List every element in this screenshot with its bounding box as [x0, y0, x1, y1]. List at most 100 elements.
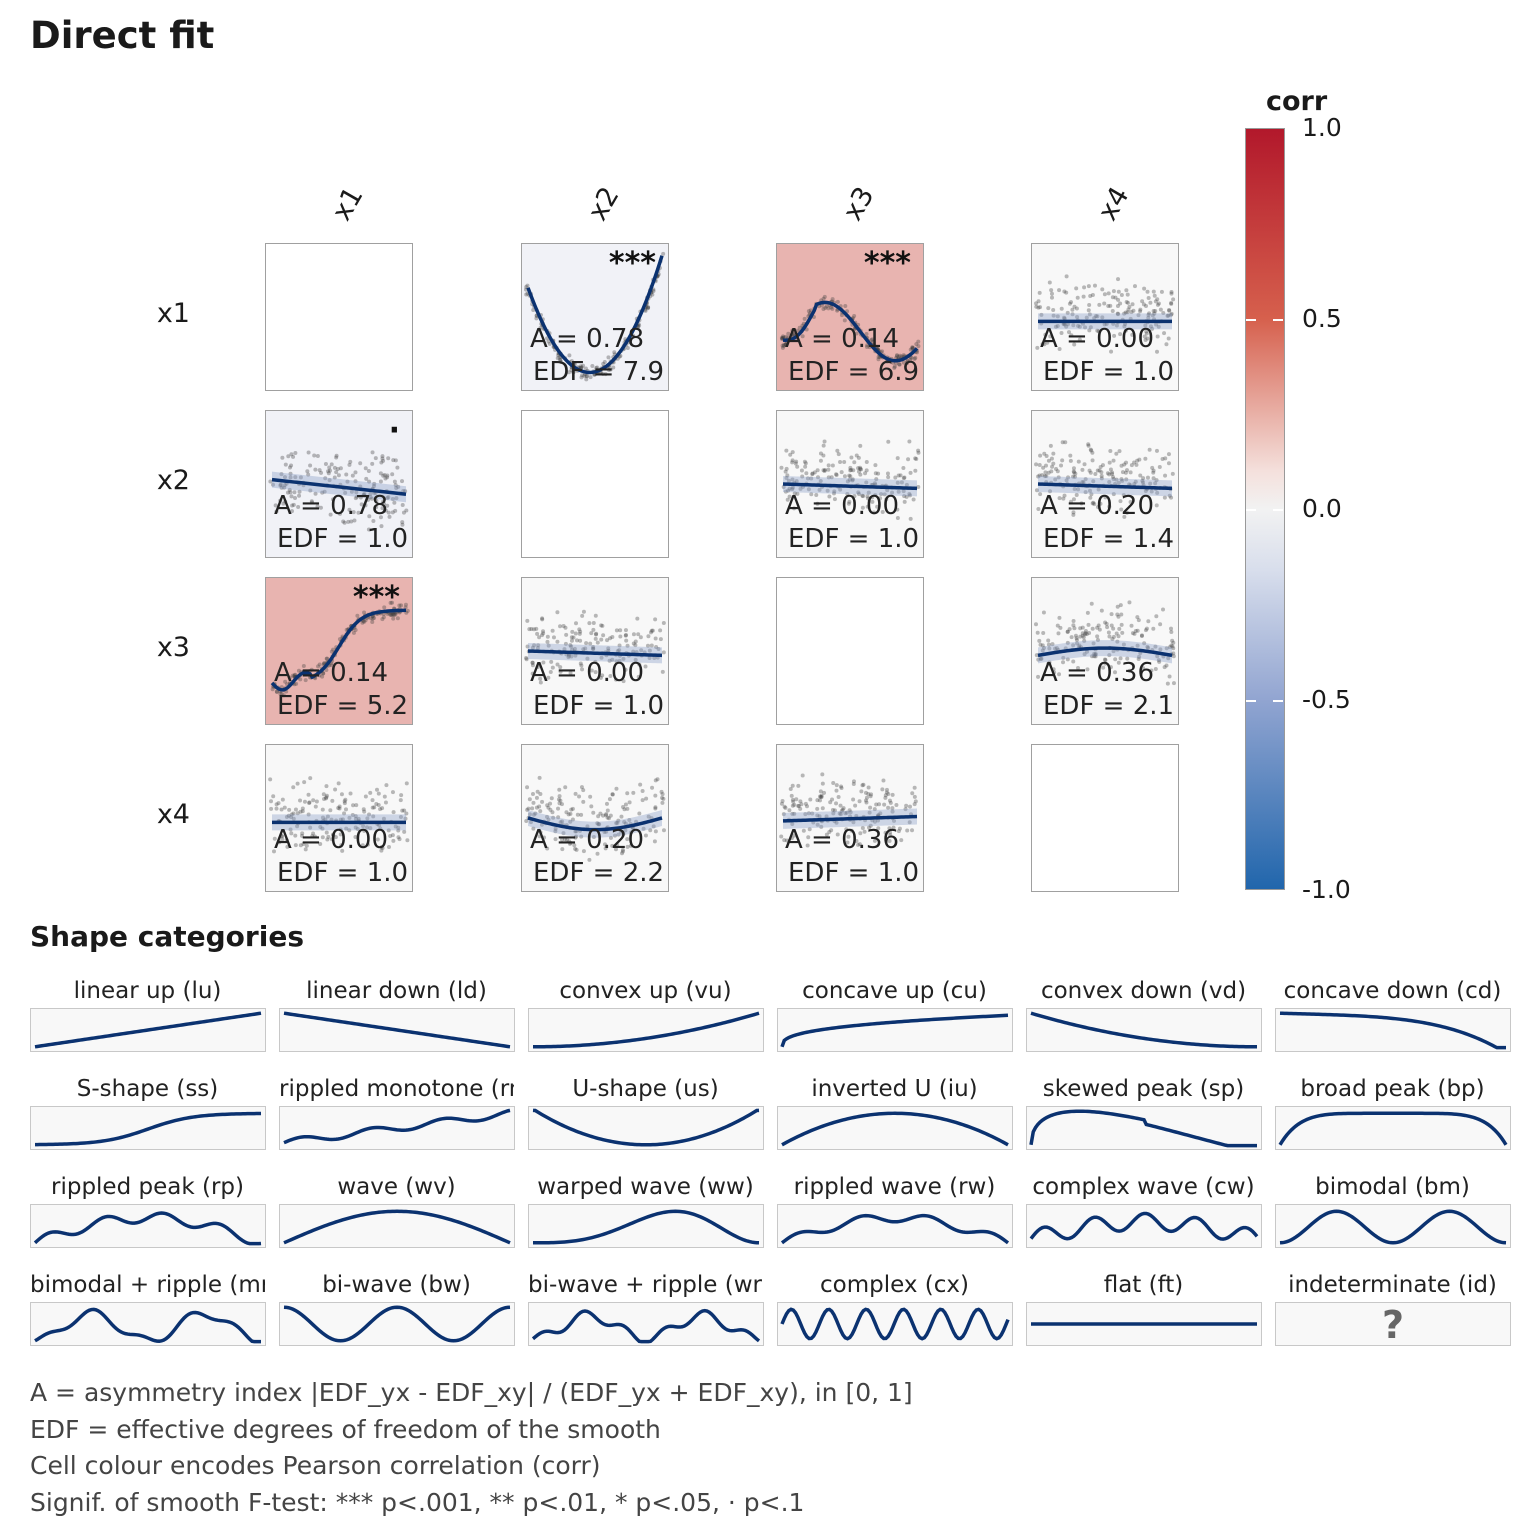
- shape-curve: [1278, 1111, 1508, 1146]
- data-point: [394, 485, 399, 490]
- data-point: [1118, 499, 1123, 504]
- data-point: [367, 479, 372, 484]
- data-point: [573, 791, 578, 796]
- data-point: [304, 843, 309, 848]
- data-point: [313, 467, 318, 472]
- data-point: [614, 659, 619, 664]
- data-point: [830, 306, 835, 311]
- data-point: [618, 829, 623, 834]
- data-point: [1137, 457, 1142, 462]
- data-point: [532, 627, 537, 632]
- data-point: [618, 628, 623, 633]
- data-point: [395, 616, 400, 621]
- data-point: [573, 653, 578, 658]
- data-point: [581, 609, 586, 614]
- data-point: [651, 824, 656, 829]
- data-point: [1153, 481, 1158, 486]
- data-point: [388, 612, 393, 617]
- asymmetry-label: A = 0.36: [785, 825, 899, 855]
- data-point: [1046, 458, 1051, 463]
- data-point: [1142, 334, 1147, 339]
- data-point: [820, 781, 825, 786]
- data-point: [838, 803, 843, 808]
- data-point: [858, 831, 863, 836]
- data-point: [1071, 512, 1076, 517]
- data-point: [551, 815, 556, 820]
- data-point: [872, 819, 877, 824]
- asymmetry-label: A = 0.00: [530, 658, 644, 688]
- data-point: [579, 834, 584, 839]
- data-point: [354, 490, 359, 495]
- data-point: [570, 806, 575, 811]
- data-point: [610, 792, 615, 797]
- colorbar-tick: [1273, 509, 1283, 511]
- data-point: [796, 803, 801, 808]
- data-point: [832, 808, 837, 813]
- data-point: [1107, 460, 1112, 465]
- data-point: [888, 800, 893, 805]
- data-point: [857, 492, 862, 497]
- data-point: [339, 792, 344, 797]
- shape-panel: [1275, 1204, 1511, 1248]
- data-point: [1114, 451, 1119, 456]
- data-point: [876, 355, 881, 360]
- data-point: [1149, 489, 1154, 494]
- data-point: [1092, 654, 1097, 659]
- column-label: x1: [326, 181, 370, 226]
- data-point: [791, 799, 796, 804]
- indeterminate-symbol: ?: [1381, 1303, 1405, 1346]
- shape-line: [283, 1209, 511, 1245]
- data-point: [567, 353, 572, 358]
- data-point: [1109, 349, 1114, 354]
- data-point: [1074, 306, 1079, 311]
- data-point: [268, 777, 273, 782]
- data-point: [1065, 310, 1070, 315]
- asymmetry-label: A = 0.20: [530, 825, 644, 855]
- data-point: [1087, 312, 1092, 317]
- data-point: [831, 780, 836, 785]
- data-point: [396, 825, 401, 830]
- data-point: [1034, 622, 1039, 627]
- data-point: [581, 363, 586, 368]
- data-point: [1169, 301, 1174, 306]
- data-point: [896, 354, 901, 359]
- data-point: [548, 801, 553, 806]
- data-point: [378, 471, 383, 476]
- data-point: [358, 461, 363, 466]
- data-point: [834, 801, 839, 806]
- data-point: [344, 472, 349, 477]
- matrix-cell: A = 0.00 EDF = 1.0: [265, 744, 413, 892]
- shape-label: indeterminate (id): [1288, 1272, 1497, 1298]
- data-point: [895, 507, 900, 512]
- data-point: [328, 808, 333, 813]
- data-point: [910, 828, 915, 833]
- shape-panel: [777, 1008, 1013, 1052]
- data-point: [558, 358, 563, 363]
- data-point: [1064, 274, 1069, 279]
- data-point: [1171, 681, 1176, 686]
- data-point: [396, 835, 401, 840]
- shape-line: [283, 1108, 511, 1145]
- data-point: [620, 847, 625, 852]
- data-point: [1106, 630, 1111, 635]
- data-point: [310, 500, 315, 505]
- data-point: [1064, 324, 1069, 329]
- data-point: [1161, 607, 1166, 612]
- data-point: [1064, 290, 1069, 295]
- data-point: [1145, 644, 1150, 649]
- data-point: [605, 815, 610, 820]
- data-point: [1064, 478, 1069, 483]
- data-point: [1095, 625, 1100, 630]
- data-point: [639, 648, 644, 653]
- data-point: [338, 832, 343, 837]
- data-point: [334, 470, 339, 475]
- data-point: [570, 817, 575, 822]
- data-point: [805, 843, 810, 848]
- data-point: [602, 360, 607, 365]
- data-point: [385, 473, 390, 478]
- asymmetry-label: A = 0.00: [274, 825, 388, 855]
- data-point: [1107, 472, 1112, 477]
- data-point: [792, 491, 797, 496]
- shape-curve: [532, 1011, 760, 1049]
- data-point: [538, 792, 543, 797]
